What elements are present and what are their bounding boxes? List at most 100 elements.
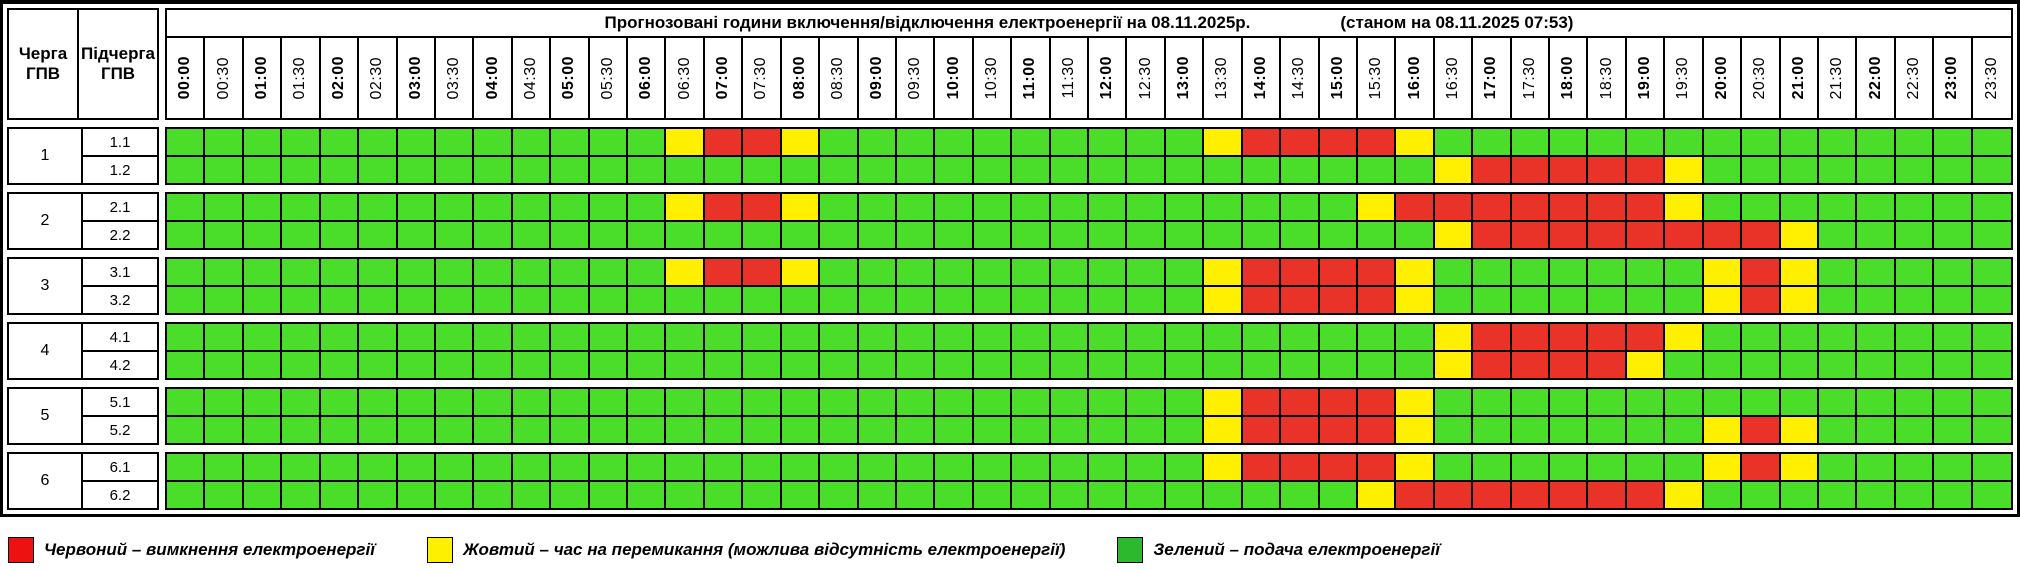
group-4-labels: 4 4.1 4.2: [7, 322, 159, 380]
cell-5.2-05:30: [589, 417, 628, 443]
cell-4.2-22:30: [1895, 352, 1935, 378]
cell-1.1-06:30: [666, 129, 705, 155]
cell-3.1-00:00: [167, 259, 206, 285]
cell-3.1-01:30: [282, 259, 321, 285]
cell-1.1-07:00: [704, 129, 744, 155]
cell-1.1-21:00: [1780, 129, 1819, 155]
cell-3.2-03:30: [435, 287, 475, 313]
cell-6.1-23:30: [1972, 454, 2011, 480]
cell-6.2-23:00: [1934, 482, 1973, 508]
subqueue-label-6.2: 6.2: [109, 486, 131, 504]
cell-1.1-22:00: [1857, 129, 1896, 155]
cell-4.1-22:00: [1857, 324, 1896, 350]
cell-2.2-09:00: [858, 222, 897, 248]
time-label-03:00: 03:00: [406, 56, 424, 100]
cell-5.1-19:30: [1665, 389, 1704, 415]
cell-5.2-05:00: [551, 417, 590, 443]
cell-6.2-18:00: [1550, 482, 1589, 508]
cell-4.2-22:00: [1857, 352, 1896, 378]
cell-3.1-06:30: [666, 259, 705, 285]
legend: Червоний – вимкнення електроенергії Жовти…: [8, 537, 2020, 563]
time-label-01:30: 01:30: [291, 56, 309, 100]
cell-2.1-01:00: [243, 194, 283, 220]
cell-5.1-14:30: [1281, 389, 1320, 415]
cell-2.1-07:30: [743, 194, 782, 220]
cell-4.1-00:30: [205, 324, 244, 350]
cell-2.2-10:00: [935, 222, 974, 248]
cell-6.1-00:30: [205, 454, 244, 480]
cell-2.1-16:00: [1396, 194, 1435, 220]
cell-1.2-18:30: [1588, 157, 1627, 183]
cell-3.1-13:30: [1204, 259, 1243, 285]
queue-label-5: 5: [9, 389, 83, 443]
cell-5.2-17:30: [1511, 417, 1550, 443]
time-label-21:30: 21:30: [1828, 56, 1846, 100]
cell-1.1-23:00: [1934, 129, 1973, 155]
cell-2.2-03:30: [435, 222, 475, 248]
cell-5.2-08:00: [781, 417, 821, 443]
row-header-columns: Черга ГПВ Підчерга ГПВ: [7, 8, 159, 120]
cell-2.2-22:00: [1857, 222, 1896, 248]
cell-4.2-03:00: [397, 352, 436, 378]
cell-1.1-00:30: [205, 129, 244, 155]
cell-4.1-05:30: [589, 324, 628, 350]
cell-3.1-12:30: [1127, 259, 1166, 285]
time-label-02:00: 02:00: [329, 56, 347, 100]
time-label-cell-14:00: 14:00: [1243, 38, 1282, 118]
cell-3.2-23:30: [1972, 287, 2011, 313]
group-3: 3 3.1 3.2: [7, 257, 2013, 315]
cell-4.2-20:00: [1703, 352, 1743, 378]
cell-6.1-20:00: [1703, 454, 1743, 480]
schedule-row-2.1: [167, 194, 2011, 222]
cell-3.1-05:00: [551, 259, 590, 285]
group-4-subqueues: 4.1 4.2: [83, 324, 157, 378]
cell-4.2-14:30: [1281, 352, 1320, 378]
cell-4.1-20:30: [1742, 324, 1781, 350]
cell-3.1-15:30: [1357, 259, 1397, 285]
cell-3.1-19:30: [1665, 259, 1704, 285]
cell-2.1-11:30: [1050, 194, 1089, 220]
cell-6.2-05:00: [551, 482, 590, 508]
cell-4.1-10:30: [973, 324, 1013, 350]
group-2-labels: 2 2.1 2.2: [7, 192, 159, 250]
time-label-15:00: 15:00: [1328, 56, 1346, 100]
cell-3.2-01:30: [282, 287, 321, 313]
cell-2.2-14:30: [1281, 222, 1320, 248]
cell-1.2-22:30: [1895, 157, 1935, 183]
cell-1.2-08:30: [820, 157, 859, 183]
cell-3.1-08:30: [820, 259, 859, 285]
cell-4.2-07:00: [704, 352, 744, 378]
time-label-13:00: 13:00: [1175, 56, 1193, 100]
cell-2.2-23:00: [1934, 222, 1973, 248]
cell-3.2-19:30: [1665, 287, 1704, 313]
time-label-cell-04:30: 04:30: [513, 38, 552, 118]
group-3-subqueues: 3.1 3.2: [83, 259, 157, 313]
cell-2.2-08:00: [781, 222, 821, 248]
cell-1.1-18:30: [1588, 129, 1627, 155]
cell-5.2-15:30: [1357, 417, 1397, 443]
cell-2.1-10:00: [935, 194, 974, 220]
cell-1.2-16:30: [1434, 157, 1474, 183]
cell-1.1-01:00: [243, 129, 283, 155]
cell-2.2-06:00: [628, 222, 667, 248]
cell-3.2-08:30: [820, 287, 859, 313]
cell-6.1-09:30: [896, 454, 936, 480]
cell-4.2-19:00: [1626, 352, 1666, 378]
time-label-17:00: 17:00: [1482, 56, 1500, 100]
cell-2.1-19:00: [1626, 194, 1666, 220]
cell-6.2-20:00: [1703, 482, 1743, 508]
cell-2.2-19:00: [1626, 222, 1666, 248]
cell-3.1-23:00: [1934, 259, 1973, 285]
cell-1.2-13:00: [1165, 157, 1205, 183]
cell-6.2-03:00: [397, 482, 436, 508]
cell-2.2-22:30: [1895, 222, 1935, 248]
cell-6.2-11:00: [1012, 482, 1051, 508]
schedule-row-1.2: [167, 157, 2011, 183]
cell-6.2-08:00: [781, 482, 821, 508]
cell-5.1-21:30: [1818, 389, 1858, 415]
cell-5.2-22:30: [1895, 417, 1935, 443]
cell-2.2-06:30: [666, 222, 705, 248]
cell-2.2-17:30: [1511, 222, 1550, 248]
cell-4.2-03:30: [435, 352, 475, 378]
cell-5.2-06:30: [666, 417, 705, 443]
